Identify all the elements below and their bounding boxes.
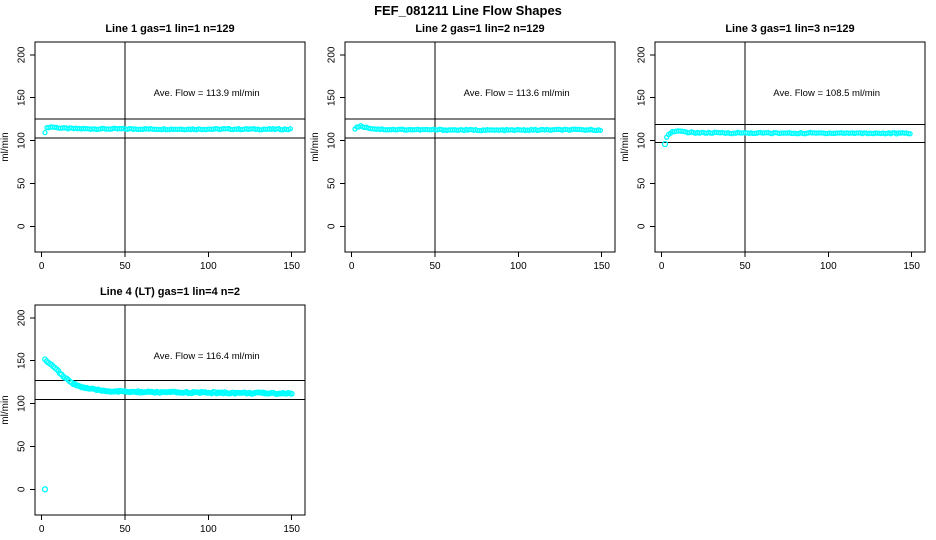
- y-tick-label: 0: [637, 223, 648, 229]
- y-tick-label: 100: [17, 395, 28, 412]
- y-tick-label: 0: [17, 223, 28, 229]
- x-tick-label: 150: [283, 261, 300, 272]
- y-tick-label: 150: [327, 89, 338, 106]
- panel-title: Line 2 gas=1 lin=2 n=129: [415, 23, 544, 35]
- data-points: [42, 124, 293, 136]
- x-tick-label: 0: [659, 261, 665, 272]
- x-tick-label: 100: [510, 261, 527, 272]
- panel-line-4: Line 4 (LT) gas=1 lin=4 n=2 0 50 100 150 200 m…: [0, 281, 320, 540]
- y-axis-label: ml/min: [0, 395, 11, 424]
- main-title: FEF_081211 Line Flow Shapes: [374, 3, 562, 18]
- x-tick-label: 150: [593, 261, 610, 272]
- x-tick-label: 150: [903, 261, 920, 272]
- y-tick-label: 0: [17, 486, 28, 492]
- panel-line-3: Line 3 gas=1 lin=3 n=129 0 50 100 150 200 ml/m…: [620, 18, 936, 280]
- plot-box: [34, 304, 306, 516]
- y-tick-label: 100: [637, 132, 648, 149]
- panel-title: Line 3 gas=1 lin=3 n=129: [725, 23, 854, 35]
- data-point: [287, 126, 293, 132]
- x-tick-label: 0: [349, 261, 355, 272]
- x-tick-label: 150: [283, 524, 300, 535]
- data-points: [661, 128, 913, 148]
- x-tick-label: 100: [200, 261, 217, 272]
- y-tick-label: 100: [17, 132, 28, 149]
- y-tick-label: 200: [327, 46, 338, 63]
- x-tick-label: 100: [820, 261, 837, 272]
- x-tick-label: 100: [200, 524, 217, 535]
- x-tick-label: 0: [39, 524, 45, 535]
- y-tick-label: 50: [637, 177, 648, 189]
- plot-box: [344, 41, 616, 253]
- y-tick-label: 50: [327, 177, 338, 189]
- y-tick-label: 200: [637, 46, 648, 63]
- panel-line-1: Line 1 gas=1 lin=1 n=129 0 50 100 150 200 ml/m…: [0, 18, 320, 280]
- avg-flow-annotation: Ave. Flow = 108.5 ml/min: [773, 88, 880, 99]
- data-point: [42, 129, 48, 136]
- outlier-point: [41, 486, 49, 493]
- x-tick-label: 50: [119, 261, 131, 272]
- data-point: [597, 127, 603, 134]
- panel-title: Line 4 (LT) gas=1 lin=4 n=2: [100, 286, 240, 298]
- panel-svg: Line 1 gas=1 lin=1 n=129 0 50 100 150 200 ml/m…: [0, 23, 306, 272]
- x-tick-label: 0: [39, 261, 45, 272]
- y-tick-label: 100: [327, 132, 338, 149]
- data-point: [905, 130, 911, 137]
- y-tick-label: 150: [17, 89, 28, 106]
- avg-flow-annotation: Ave. Flow = 113.6 ml/min: [464, 88, 570, 99]
- panel-svg: Line 3 gas=1 lin=3 n=129 0 50 100 150 200 ml/m…: [620, 23, 926, 272]
- outlier-point: [661, 140, 669, 148]
- x-tick-label: 50: [119, 524, 131, 535]
- data-point: [907, 131, 913, 137]
- y-tick-label: 200: [17, 46, 28, 63]
- panel-svg: Line 2 gas=1 lin=2 n=129 0 50 100 150 200 ml/m…: [310, 23, 616, 272]
- avg-flow-annotation: Ave. Flow = 113.9 ml/min: [154, 88, 260, 99]
- data-points: [41, 356, 295, 493]
- panel-title: Line 1 gas=1 lin=1 n=129: [105, 23, 234, 35]
- y-tick-label: 150: [637, 89, 648, 106]
- y-tick-label: 150: [17, 352, 28, 369]
- y-axis-label: ml/min: [310, 132, 321, 161]
- y-tick-label: 50: [17, 440, 28, 452]
- y-tick-label: 0: [327, 223, 338, 229]
- avg-flow-annotation: Ave. Flow = 116.4 ml/min: [154, 351, 260, 362]
- y-axis-label: ml/min: [0, 132, 11, 161]
- panel-svg: Line 4 (LT) gas=1 lin=4 n=2 0 50 100 150 200 m…: [0, 286, 306, 535]
- y-tick-label: 50: [17, 177, 28, 189]
- data-point: [288, 390, 295, 397]
- panel-line-2: Line 2 gas=1 lin=2 n=129 0 50 100 150 200 ml/m…: [310, 18, 630, 280]
- data-points: [352, 122, 603, 134]
- plot-box: [654, 41, 926, 253]
- x-tick-label: 50: [739, 261, 751, 272]
- y-axis-label: ml/min: [620, 132, 631, 161]
- plot-box: [34, 41, 306, 253]
- y-tick-label: 200: [17, 309, 28, 326]
- x-tick-label: 50: [429, 261, 441, 272]
